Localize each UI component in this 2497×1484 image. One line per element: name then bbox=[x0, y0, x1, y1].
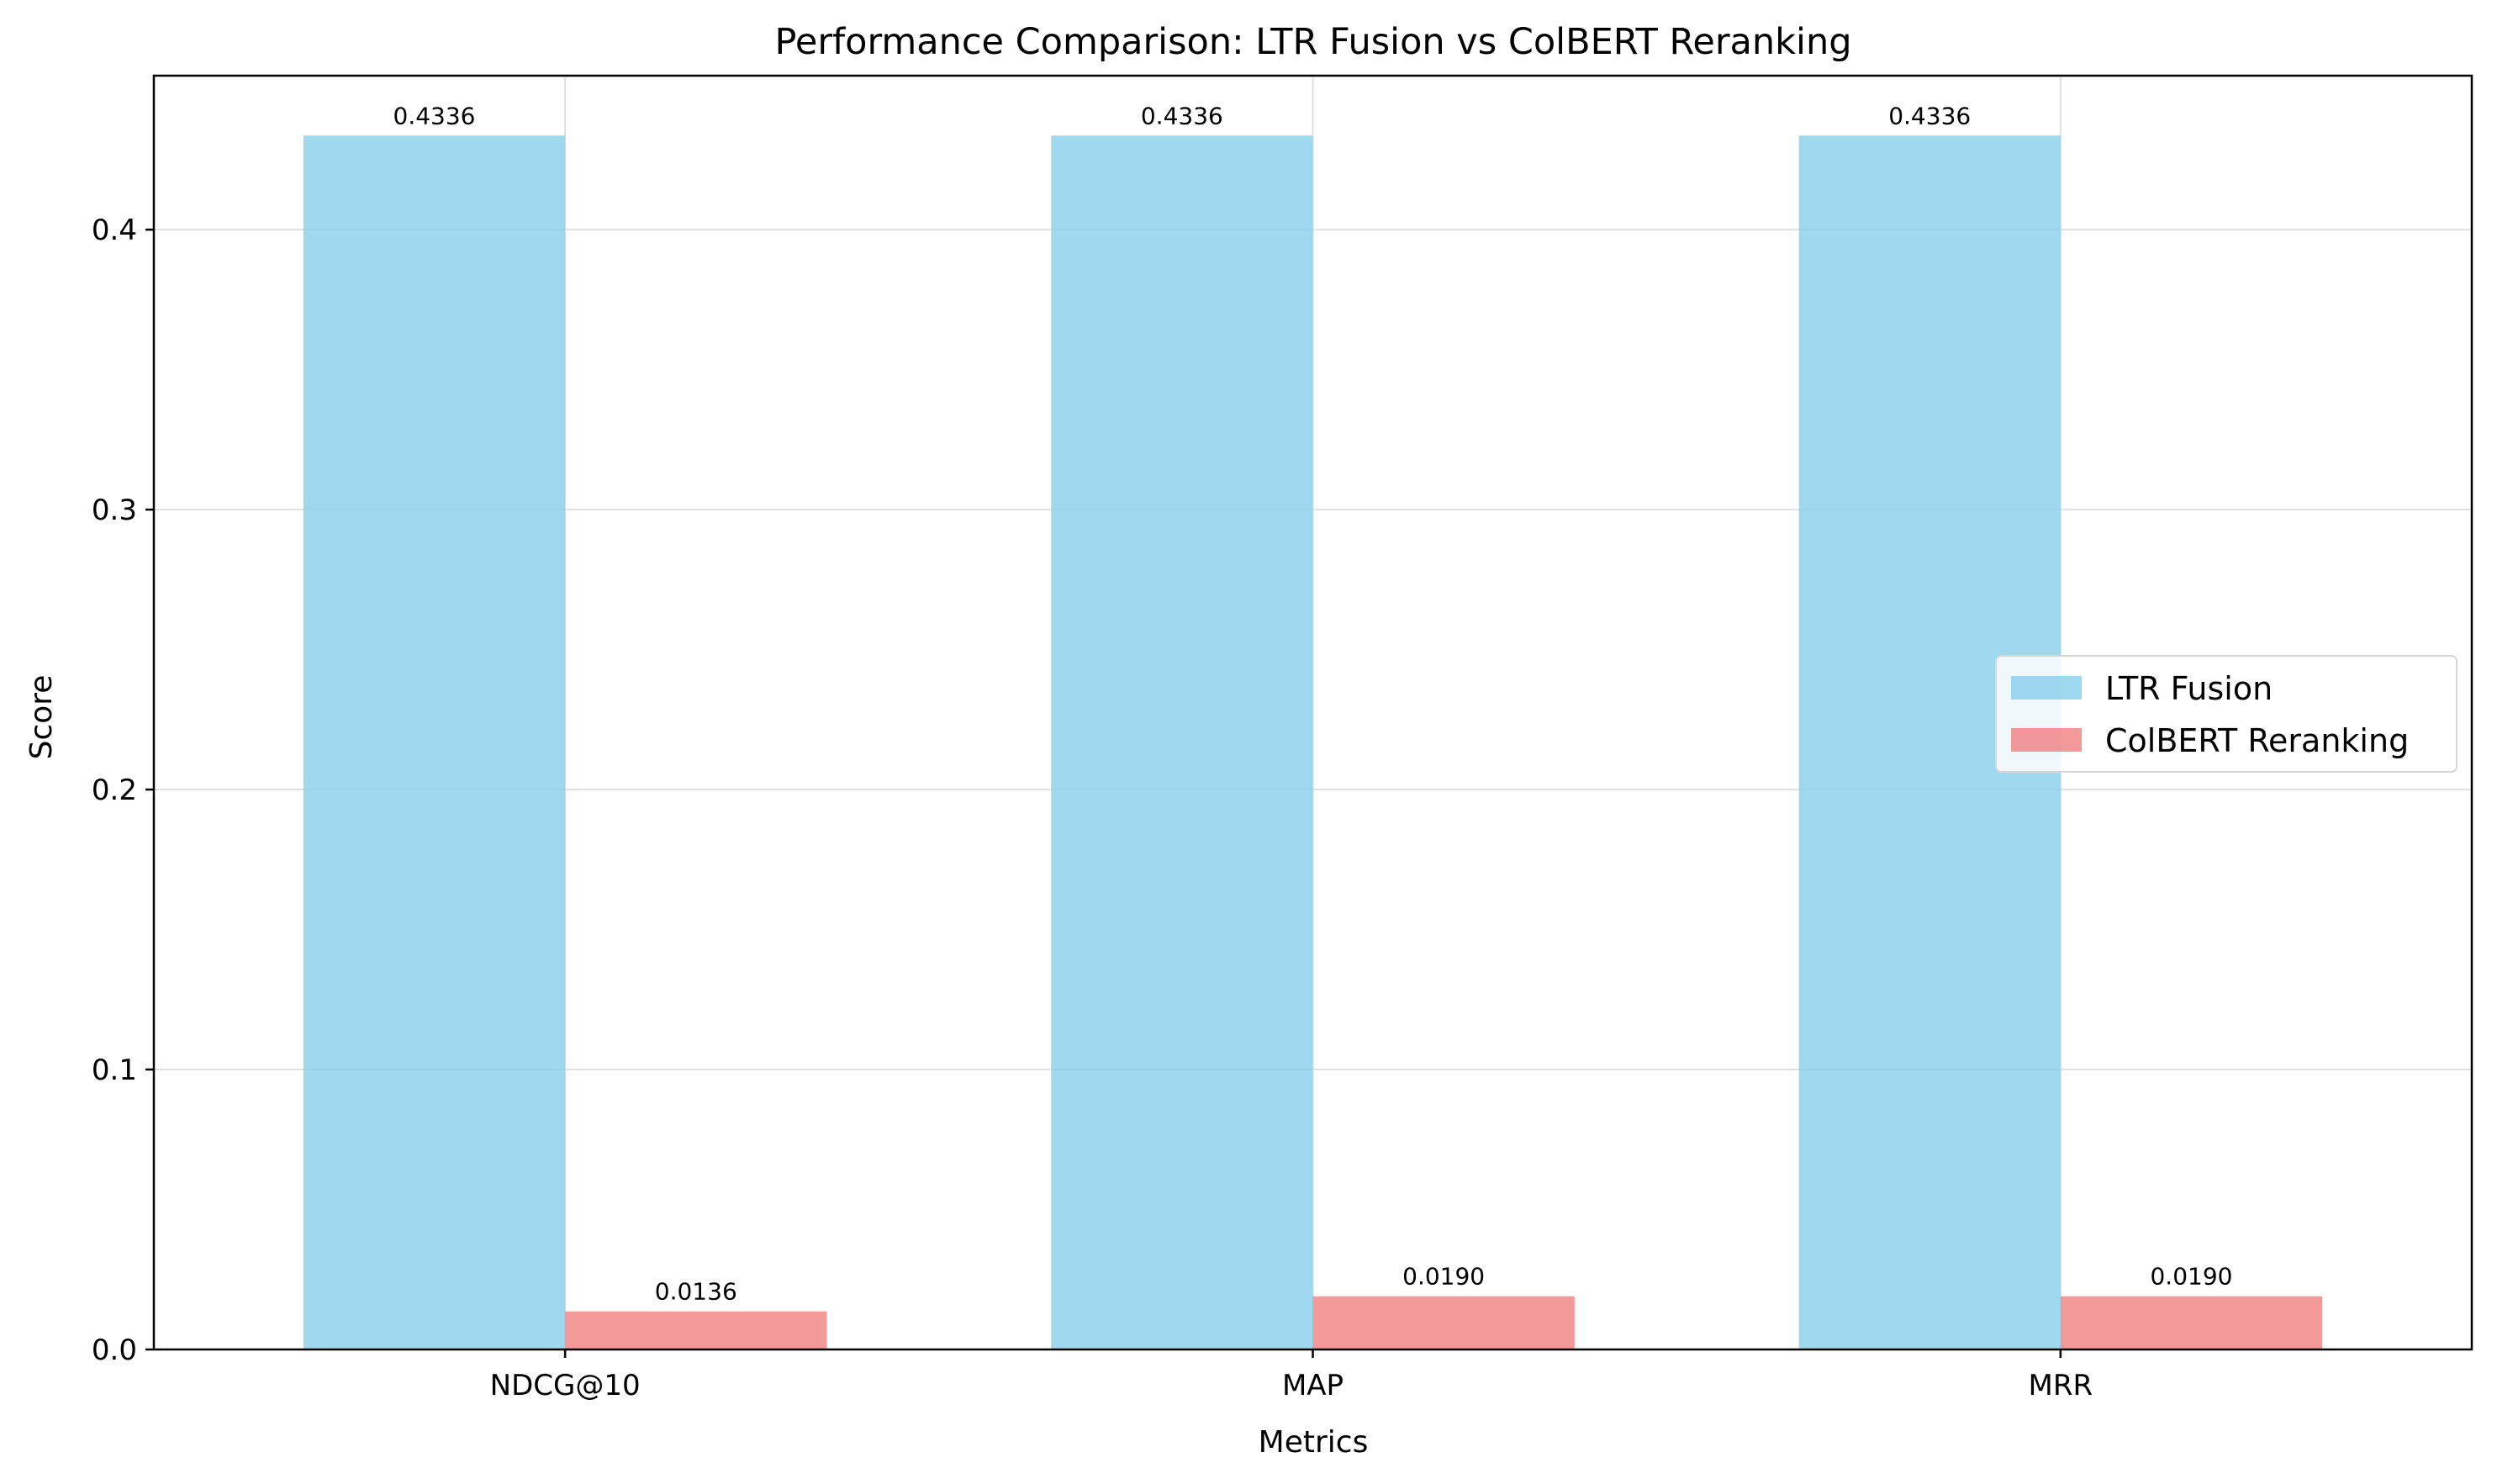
legend-box bbox=[1995, 655, 2457, 773]
x-tick-label: MRR bbox=[2029, 1369, 2093, 1402]
bar-colbert-reranking bbox=[2060, 1296, 2323, 1349]
bar-value-label: 0.4336 bbox=[1888, 102, 1971, 129]
value-labels: 0.4336 0.4336 0.4336 0.0136 0.0190 0.0190 bbox=[393, 102, 2233, 1305]
bar-ltr-fusion bbox=[303, 135, 566, 1350]
legend-swatch bbox=[2011, 728, 2082, 752]
chart-title: Performance Comparison: LTR Fusion vs Co… bbox=[774, 21, 1851, 63]
legend-swatch bbox=[2011, 676, 2082, 700]
y-tick-label: 0.2 bbox=[92, 774, 137, 807]
y-tick-label: 0.0 bbox=[92, 1333, 137, 1367]
bar-colbert-reranking bbox=[565, 1311, 827, 1349]
bar-value-label: 0.4336 bbox=[1141, 102, 1223, 129]
bar-value-label: 0.0136 bbox=[655, 1278, 737, 1306]
x-tick-label: MAP bbox=[1282, 1369, 1344, 1402]
legend: LTR Fusion ColBERT Reranking bbox=[1995, 655, 2457, 773]
y-axis-ticks: 0.0 0.1 0.2 0.3 0.4 bbox=[92, 214, 154, 1367]
x-axis-title: Metrics bbox=[1259, 1425, 1369, 1460]
bar-ltr-fusion bbox=[1051, 135, 1313, 1350]
bars bbox=[303, 135, 2323, 1350]
x-tick-label: NDCG@10 bbox=[490, 1369, 641, 1402]
y-tick-label: 0.4 bbox=[92, 214, 137, 247]
x-axis-ticks: NDCG@10 MAP MRR bbox=[490, 1349, 2093, 1402]
y-axis-title: Score bbox=[24, 675, 59, 760]
bar-colbert-reranking bbox=[1312, 1296, 1575, 1349]
bar-value-label: 0.4336 bbox=[393, 102, 476, 129]
legend-label: ColBERT Reranking bbox=[2105, 722, 2409, 759]
legend-label: LTR Fusion bbox=[2105, 670, 2273, 707]
bar-value-label: 0.0190 bbox=[2150, 1263, 2232, 1291]
y-tick-label: 0.1 bbox=[92, 1054, 137, 1087]
y-tick-label: 0.3 bbox=[92, 494, 137, 527]
bar-value-label: 0.0190 bbox=[1402, 1263, 1485, 1291]
